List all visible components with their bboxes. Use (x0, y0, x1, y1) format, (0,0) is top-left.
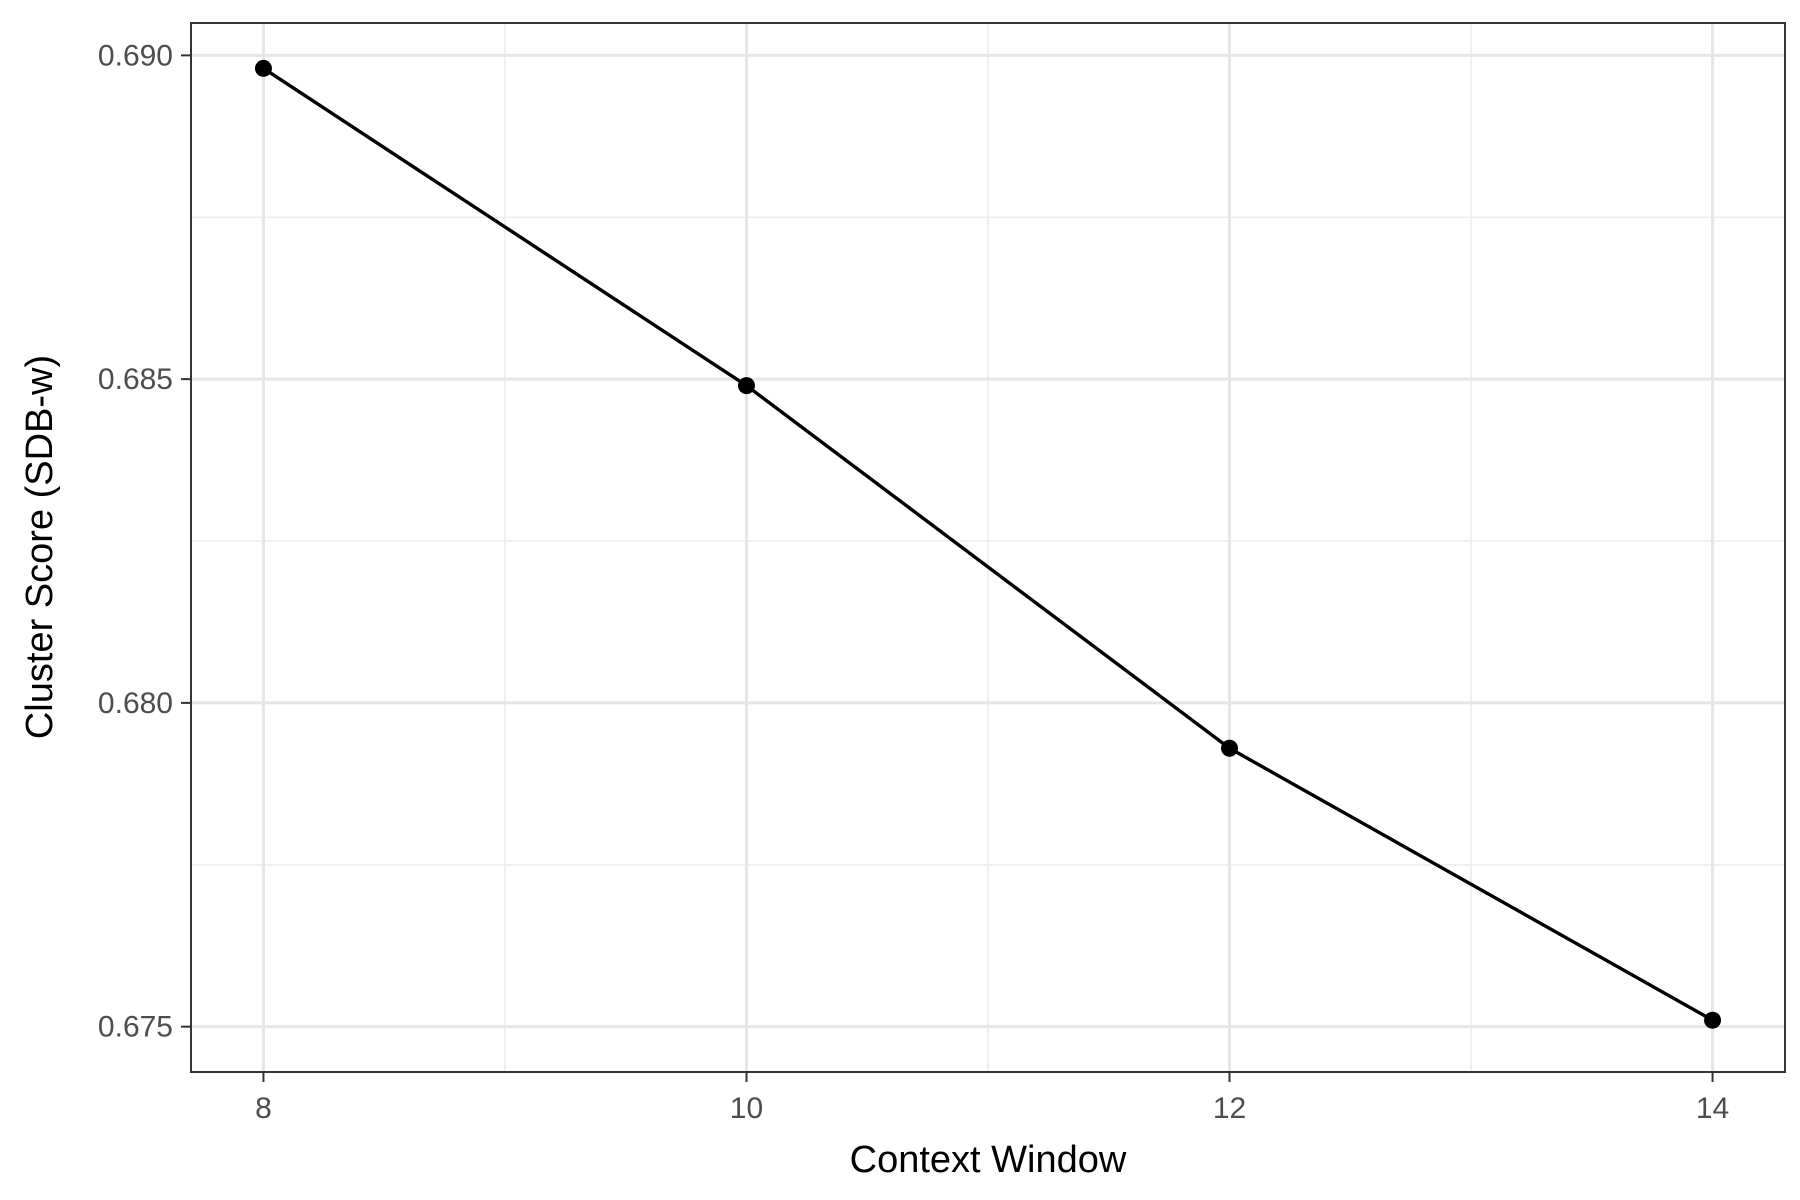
y-tick-label: 0.685 (98, 363, 173, 396)
plot-panel-border (190, 22, 1786, 1073)
y-axis-title: Cluster Score (SDB-w) (19, 355, 61, 739)
x-tick-label: 14 (1696, 1092, 1729, 1125)
data-point (254, 59, 272, 77)
y-tick-label: 0.680 (98, 687, 173, 720)
series-layer (254, 59, 1722, 1029)
data-point (737, 377, 755, 395)
x-axis-title: Context Window (850, 1139, 1127, 1181)
series-line (262, 66, 1714, 1022)
x-tick-label: 10 (730, 1092, 763, 1125)
y-tick-label: 0.690 (98, 39, 173, 72)
x-tick-label: 8 (255, 1092, 272, 1125)
grid (191, 23, 1785, 1072)
data-point (1221, 739, 1239, 757)
y-tick-label: 0.675 (98, 1011, 173, 1044)
data-point (1704, 1011, 1722, 1029)
x-tick-label: 12 (1213, 1092, 1246, 1125)
axes: 8 10 12 14 0.675 0.680 0.685 0.690 (98, 39, 1729, 1125)
